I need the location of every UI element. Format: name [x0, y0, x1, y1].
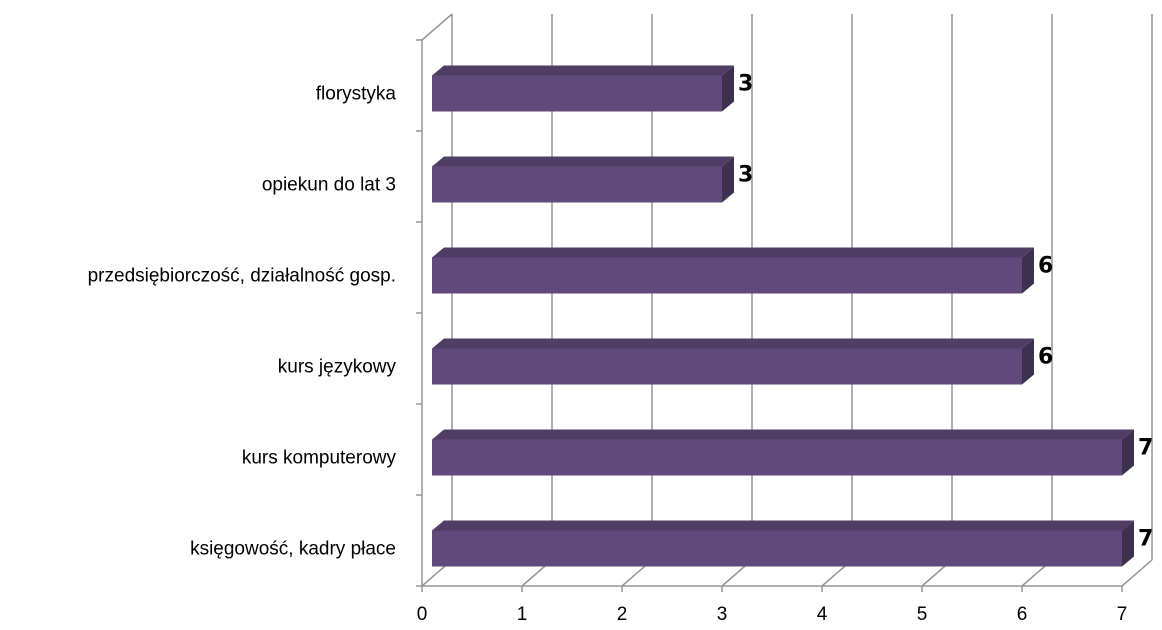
axes — [416, 13, 1123, 592]
x-tick-label: 1 — [517, 604, 528, 625]
x-tick-label: 6 — [1017, 604, 1028, 625]
floor-gridline — [1121, 559, 1153, 587]
bar-top — [432, 156, 734, 167]
bar — [432, 257, 1022, 294]
category-label: kurs językowy — [278, 357, 397, 378]
x-tick-label: 4 — [817, 604, 828, 625]
labels: 0 1 2 3 4 5 6 7 3 florystyka 3 opiekun do lat 3 6 prz… — [88, 72, 1154, 626]
bar-top — [432, 247, 1034, 258]
x-tick-label: 5 — [917, 604, 928, 625]
data-label: 3 — [738, 163, 753, 188]
category-label: księgowość, kadry płace — [190, 539, 396, 560]
bar — [432, 75, 722, 112]
bar-side — [1022, 247, 1034, 294]
data-label: 7 — [1138, 527, 1153, 552]
bar — [432, 439, 1122, 476]
bar-side — [1122, 429, 1134, 476]
data-label: 3 — [738, 72, 753, 97]
x-tick-label: 2 — [617, 604, 628, 625]
category-label: opiekun do lat 3 — [262, 175, 396, 196]
data-label: 7 — [1138, 436, 1153, 461]
wall-top-edge — [421, 13, 453, 41]
x-tick-label: 3 — [717, 604, 728, 625]
category-label: florystyka — [316, 84, 397, 105]
category-label: kurs komputerowy — [242, 448, 397, 469]
bar-side — [722, 65, 734, 112]
bar — [432, 530, 1122, 567]
bar — [432, 166, 722, 203]
bar-side — [1022, 338, 1034, 385]
bar-top — [432, 338, 1034, 349]
bar — [432, 348, 1022, 385]
bar-side — [1122, 520, 1134, 567]
bar-top — [432, 520, 1134, 531]
data-label: 6 — [1038, 345, 1053, 370]
bar-side — [722, 156, 734, 203]
bars — [432, 65, 1134, 567]
data-label: 6 — [1038, 254, 1053, 279]
x-tick-label: 0 — [417, 604, 428, 625]
bar-top — [432, 65, 734, 76]
bar-top — [432, 429, 1134, 440]
x-tick-label: 7 — [1117, 604, 1128, 625]
category-label: przedsiębiorczość, działalność gosp. — [88, 266, 396, 287]
